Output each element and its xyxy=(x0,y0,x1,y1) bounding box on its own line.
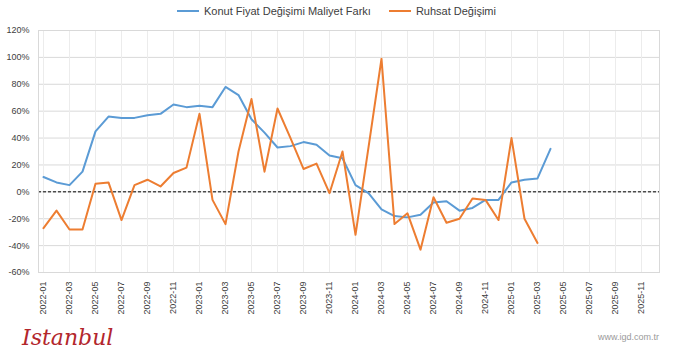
svg-text:2024-07: 2024-07 xyxy=(428,282,438,315)
svg-text:2022-11: 2022-11 xyxy=(168,282,178,314)
svg-text:2023-03: 2023-03 xyxy=(220,282,230,315)
svg-text:2024-09: 2024-09 xyxy=(454,282,464,315)
svg-text:2023-11: 2023-11 xyxy=(324,282,334,314)
svg-text:2025-11: 2025-11 xyxy=(636,282,646,314)
svg-text:2024-03: 2024-03 xyxy=(376,282,386,315)
svg-text:0%: 0% xyxy=(16,187,29,197)
html-text:Istanbul: Istanbul xyxy=(22,324,114,350)
svg-text:2025-07: 2025-07 xyxy=(584,282,594,315)
svg-text:2023-01: 2023-01 xyxy=(194,282,204,315)
svg-text:2022-09: 2022-09 xyxy=(142,282,152,315)
svg-text:20%: 20% xyxy=(11,160,29,170)
svg-text:2023-09: 2023-09 xyxy=(298,282,308,315)
svg-text:2023-05: 2023-05 xyxy=(246,282,256,315)
svg-text:2024-05: 2024-05 xyxy=(402,282,412,315)
svg-text:2025-01: 2025-01 xyxy=(506,282,516,315)
svg-text:120%: 120% xyxy=(6,25,29,35)
svg-text:2022-03: 2022-03 xyxy=(64,282,74,315)
svg-text:2024-11: 2024-11 xyxy=(480,282,490,314)
svg-text:2024-01: 2024-01 xyxy=(350,282,360,315)
svg-text:2022-05: 2022-05 xyxy=(90,282,100,315)
svg-text:2025-03: 2025-03 xyxy=(532,282,542,315)
svg-text:-20%: -20% xyxy=(8,214,29,224)
svg-text:2025-05: 2025-05 xyxy=(558,282,568,315)
svg-text:2025-09: 2025-09 xyxy=(610,282,620,315)
html-text:Konut Fiyat Değişimi Maliyet F: Konut Fiyat Değişimi Maliyet Farkı xyxy=(204,5,371,17)
svg-text:2022-07: 2022-07 xyxy=(116,282,126,315)
svg-text:80%: 80% xyxy=(11,79,29,89)
svg-text:100%: 100% xyxy=(6,52,29,62)
svg-text:2022-01: 2022-01 xyxy=(38,282,48,315)
svg-text:40%: 40% xyxy=(11,133,29,143)
html-text:Ruhsat Değişimi: Ruhsat Değişimi xyxy=(415,5,496,17)
svg-text:-40%: -40% xyxy=(8,240,29,250)
svg-text:60%: 60% xyxy=(11,106,29,116)
svg-text:-60%: -60% xyxy=(8,267,29,277)
html-text:www.igd.com.tr: www.igd.com.tr xyxy=(598,332,659,342)
svg-text:2023-07: 2023-07 xyxy=(272,282,282,315)
